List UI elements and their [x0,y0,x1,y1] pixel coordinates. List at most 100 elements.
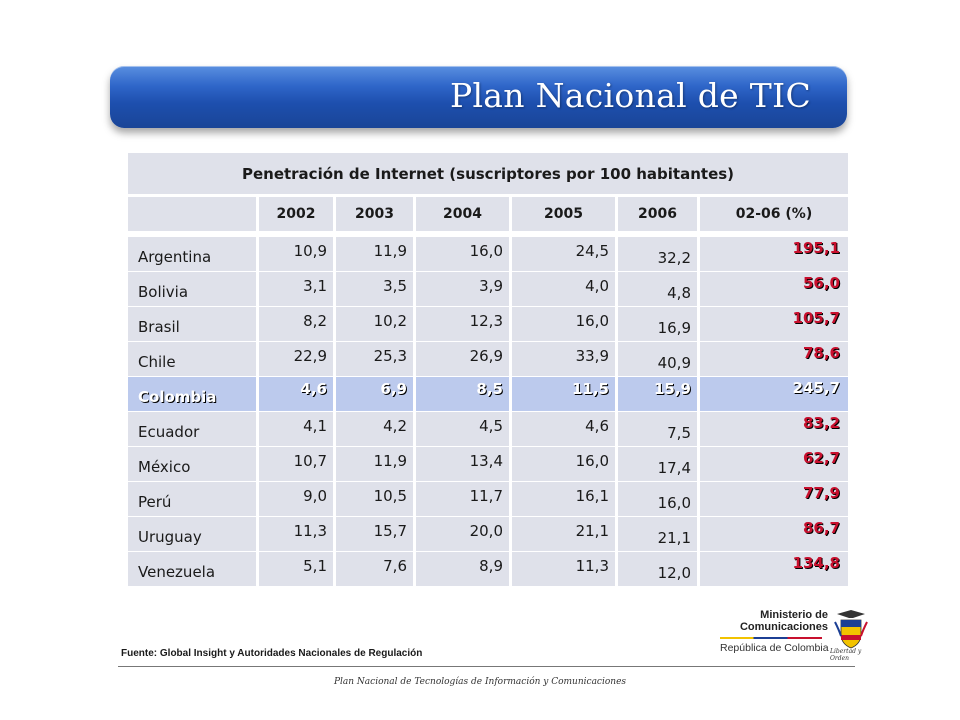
value-cell: 16,0 [618,482,697,516]
table-row: Colombia 4,6 6,9 8,5 11,5 15,9 245,7 [128,377,848,411]
column-header: 2004 [416,197,509,231]
country-name: Chile [128,342,256,376]
value-cell: 11,3 [259,517,333,551]
table-row: Argentina 10,9 11,9 16,0 24,5 32,2 195,1 [128,237,848,271]
value-cell: 3,1 [259,272,333,306]
change-cell: 77,9 [700,482,848,516]
value-cell: 15,7 [336,517,413,551]
table-row: Venezuela 5,1 7,6 8,9 11,3 12,0 134,8 [128,552,848,586]
change-cell: 134,8 [700,552,848,586]
country-name: Bolivia [128,272,256,306]
value-cell: 20,0 [416,517,509,551]
value-cell: 16,0 [512,447,615,481]
country-name: Brasil [128,307,256,341]
country-name: Uruguay [128,517,256,551]
page-title: Plan Nacional de TIC [449,76,811,115]
value-cell: 15,9 [618,377,697,411]
value-cell: 9,0 [259,482,333,516]
table-row: Brasil 8,2 10,2 12,3 16,0 16,9 105,7 [128,307,848,341]
value-cell: 4,5 [416,412,509,446]
value-cell: 6,9 [336,377,413,411]
value-cell: 21,1 [512,517,615,551]
value-cell: 4,8 [618,272,697,306]
value-cell: 26,9 [416,342,509,376]
ministry-logo: Ministerio de Comunicaciones República d… [718,608,878,662]
value-cell: 8,2 [259,307,333,341]
table-row: Bolivia 3,1 3,5 3,9 4,0 4,8 56,0 [128,272,848,306]
value-cell: 33,9 [512,342,615,376]
table-row: Ecuador 4,1 4,2 4,5 4,6 7,5 83,2 [128,412,848,446]
value-cell: 8,5 [416,377,509,411]
value-cell: 25,3 [336,342,413,376]
value-cell: 16,0 [416,237,509,271]
column-header: 02-06 (%) [700,197,848,231]
table-header-row: 2002 2003 2004 2005 2006 02-06 (%) [128,197,848,231]
change-cell: 195,1 [700,237,848,271]
value-cell: 5,1 [259,552,333,586]
value-cell: 3,9 [416,272,509,306]
change-cell: 245,7 [700,377,848,411]
value-cell: 8,9 [416,552,509,586]
country-name: Ecuador [128,412,256,446]
ministry-name: Ministerio de Comunicaciones [738,609,828,633]
column-header: 2003 [336,197,413,231]
table-row: Perú 9,0 10,5 11,7 16,1 16,0 77,9 [128,482,848,516]
ministry-line1: Ministerio de [760,609,828,621]
value-cell: 13,4 [416,447,509,481]
value-cell: 32,2 [618,237,697,271]
value-cell: 4,6 [512,412,615,446]
value-cell: 4,1 [259,412,333,446]
header-corner [128,197,256,231]
change-cell: 62,7 [700,447,848,481]
flag-stripe [720,637,822,639]
country-name: Venezuela [128,552,256,586]
country-name: Perú [128,482,256,516]
value-cell: 21,1 [618,517,697,551]
value-cell: 22,9 [259,342,333,376]
column-header: 2005 [512,197,615,231]
value-cell: 12,3 [416,307,509,341]
value-cell: 11,5 [512,377,615,411]
source-note: Fuente: Global Insight y Autoridades Nac… [121,648,423,659]
value-cell: 11,7 [416,482,509,516]
footer-text: Plan Nacional de Tecnologías de Informac… [333,677,627,687]
column-header: 2002 [259,197,333,231]
value-cell: 7,5 [618,412,697,446]
value-cell: 10,7 [259,447,333,481]
change-cell: 105,7 [700,307,848,341]
value-cell: 12,0 [618,552,697,586]
value-cell: 4,6 [259,377,333,411]
value-cell: 10,9 [259,237,333,271]
value-cell: 3,5 [336,272,413,306]
value-cell: 17,4 [618,447,697,481]
change-cell: 78,6 [700,342,848,376]
value-cell: 11,3 [512,552,615,586]
value-cell: 4,0 [512,272,615,306]
value-cell: 11,9 [336,237,413,271]
value-cell: 16,0 [512,307,615,341]
table-title: Penetración de Internet (suscriptores po… [128,153,848,194]
table-row: Chile 22,9 25,3 26,9 33,9 40,9 78,6 [128,342,848,376]
footer-divider [118,666,855,667]
change-cell: 86,7 [700,517,848,551]
value-cell: 10,5 [336,482,413,516]
value-cell: 16,1 [512,482,615,516]
value-cell: 7,6 [336,552,413,586]
change-cell: 56,0 [700,272,848,306]
republic-label: República de Colombia [720,642,829,654]
title-banner: Plan Nacional de TIC [110,66,847,128]
value-cell: 11,9 [336,447,413,481]
change-cell: 83,2 [700,412,848,446]
value-cell: 24,5 [512,237,615,271]
value-cell: 4,2 [336,412,413,446]
ministry-line2: Comunicaciones [739,621,828,633]
value-cell: 10,2 [336,307,413,341]
country-name: México [128,447,256,481]
value-cell: 16,9 [618,307,697,341]
column-header: 2006 [618,197,697,231]
table-row: México 10,7 11,9 13,4 16,0 17,4 62,7 [128,447,848,481]
table-row: Uruguay 11,3 15,7 20,0 21,1 21,1 86,7 [128,517,848,551]
country-name: Colombia [128,377,256,411]
coat-of-arms-icon [834,610,868,649]
motto: Libertad y Orden [830,648,862,662]
